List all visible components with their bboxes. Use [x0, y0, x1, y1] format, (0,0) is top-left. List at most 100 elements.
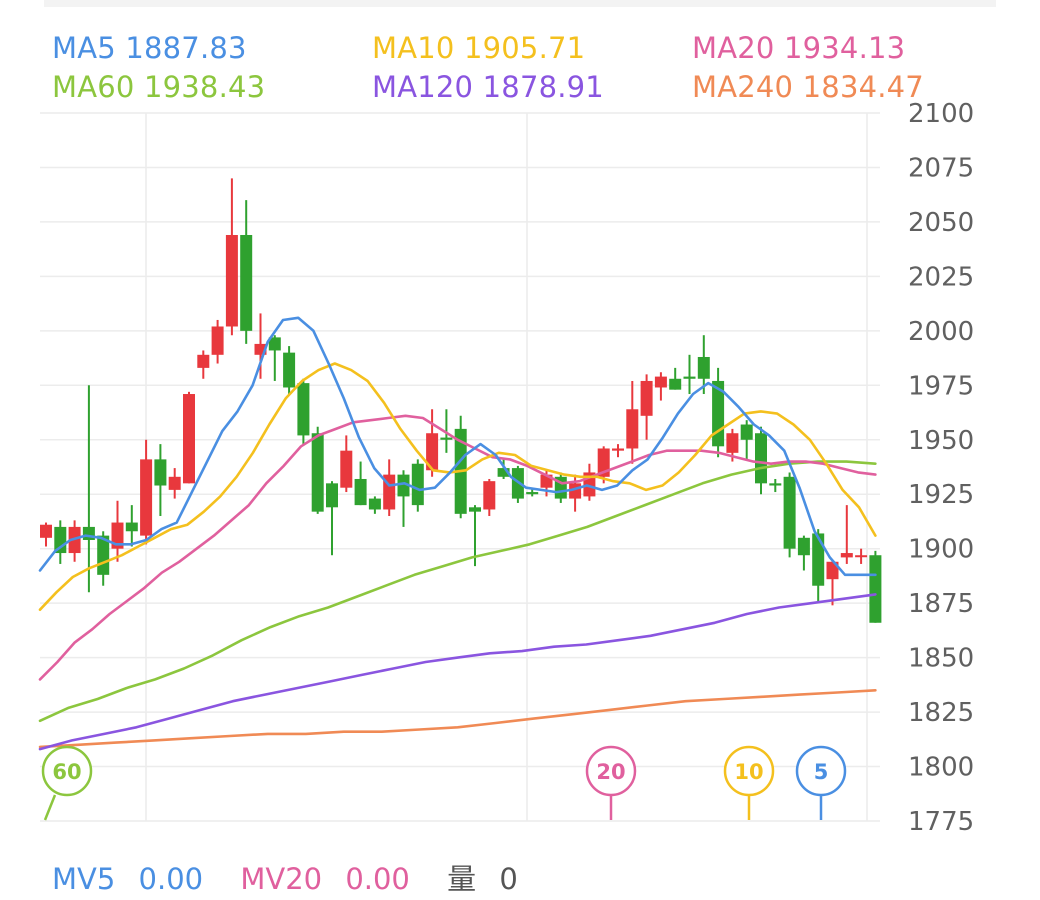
candle [554, 472, 567, 503]
candle [340, 435, 353, 493]
candle [225, 178, 238, 336]
candle [669, 367, 682, 390]
candle-body [354, 478, 367, 506]
y-tick-label: 1975 [908, 371, 974, 401]
candle-body [426, 433, 439, 471]
candles-layer [40, 178, 882, 623]
y-tick-label: 2100 [908, 99, 974, 129]
candle [240, 200, 253, 344]
y-tick-label: 1875 [908, 589, 974, 619]
candle [583, 463, 596, 501]
volume-amount-name: 量 [447, 862, 477, 896]
candle [497, 459, 510, 479]
legend-ma5-name: MA5 [52, 31, 116, 65]
candle-body [612, 448, 624, 451]
candle-body [240, 234, 253, 331]
candle [612, 444, 624, 458]
ma-lines-layer [38, 316, 877, 751]
legend-ma10-name: MA10 [372, 31, 455, 65]
candle-body [683, 376, 696, 379]
ma-badge-ring [41, 745, 93, 797]
candle-body [855, 555, 868, 558]
ma-badge-ring [585, 745, 637, 797]
candle-body [483, 481, 496, 510]
candle-body [797, 537, 810, 556]
candle [812, 529, 825, 604]
candle-body [283, 352, 296, 388]
candle [254, 313, 267, 379]
candle-body [268, 337, 281, 351]
candle [326, 481, 338, 556]
candle [183, 391, 195, 484]
candle [197, 350, 210, 379]
volume-mv20-value: 0.00 [345, 862, 410, 896]
candle-body [740, 424, 753, 440]
ma-badge-ring [795, 745, 847, 797]
candle [40, 522, 52, 547]
ma-badge-label: 20 [596, 760, 625, 784]
y-tick-label: 2050 [908, 208, 974, 238]
candle [483, 478, 496, 517]
candle [283, 346, 296, 395]
ma-badges: 60 20 10 5 [41, 745, 847, 821]
y-tick-label: 1800 [908, 753, 974, 783]
candle [840, 505, 853, 564]
candle-body [297, 383, 310, 436]
ma-badge-10: 10 [723, 745, 775, 820]
volume-mv20: MV20 0.00 [240, 862, 433, 896]
legend-ma20-name: MA20 [692, 31, 775, 65]
candle-body [869, 555, 882, 623]
ma-badge-5: 5 [795, 745, 847, 820]
candle [683, 354, 696, 395]
volume-legend: MV5 0.00 MV20 0.00 量 0 [52, 856, 546, 898]
candle-body [783, 476, 796, 549]
legend-ma240: MA240 1834.47 [692, 70, 924, 104]
ma-badge-label: 5 [814, 760, 829, 784]
candle [411, 459, 424, 512]
ma-badge-60: 60 [41, 745, 93, 821]
volume-amount: 量 0 [447, 862, 532, 896]
candle-body [125, 522, 138, 532]
candle-body [154, 459, 167, 486]
candle-body [526, 492, 539, 495]
candle-body [211, 326, 224, 355]
candle [797, 535, 810, 571]
legend-ma120: MA120 1878.91 [372, 70, 604, 104]
y-tick-label: 1850 [908, 644, 974, 674]
candle-body [197, 354, 210, 368]
candle [712, 367, 725, 458]
candle [426, 409, 439, 477]
candle-body [812, 533, 825, 586]
candle [697, 335, 710, 395]
candle [54, 520, 67, 564]
legend-ma20: MA20 1934.13 [692, 31, 905, 65]
candle-body [340, 450, 353, 488]
ma-badge-label: 10 [734, 760, 763, 784]
ma-badge-label: 60 [52, 760, 81, 784]
legend-ma60-name: MA60 [52, 70, 135, 104]
candle-body [840, 553, 853, 558]
candle [826, 559, 839, 606]
candle [626, 380, 639, 464]
y-tick-label: 1925 [908, 480, 974, 510]
candle [640, 374, 653, 440]
candle [368, 496, 381, 514]
candle [755, 426, 767, 495]
candlestick-chart[interactable]: 2100 2075 2050 2025 2000 1975 1950 1925 1900 1875… [0, 0, 1040, 850]
y-tick-label: 2075 [908, 153, 974, 183]
volume-amount-value: 0 [499, 862, 518, 896]
candle [140, 439, 153, 545]
candle-body [654, 376, 667, 388]
candle [154, 444, 167, 517]
candle-body [368, 498, 381, 510]
candle-body [669, 378, 682, 390]
candle-body [697, 356, 710, 379]
line-ma60 [38, 460, 877, 723]
candle-body [140, 459, 153, 536]
top-divider [44, 0, 996, 7]
candle [111, 500, 124, 562]
candle-body [254, 343, 267, 355]
candle [354, 461, 367, 506]
volume-mv5-value: 0.00 [138, 862, 204, 896]
y-tick-label: 1950 [908, 426, 974, 456]
